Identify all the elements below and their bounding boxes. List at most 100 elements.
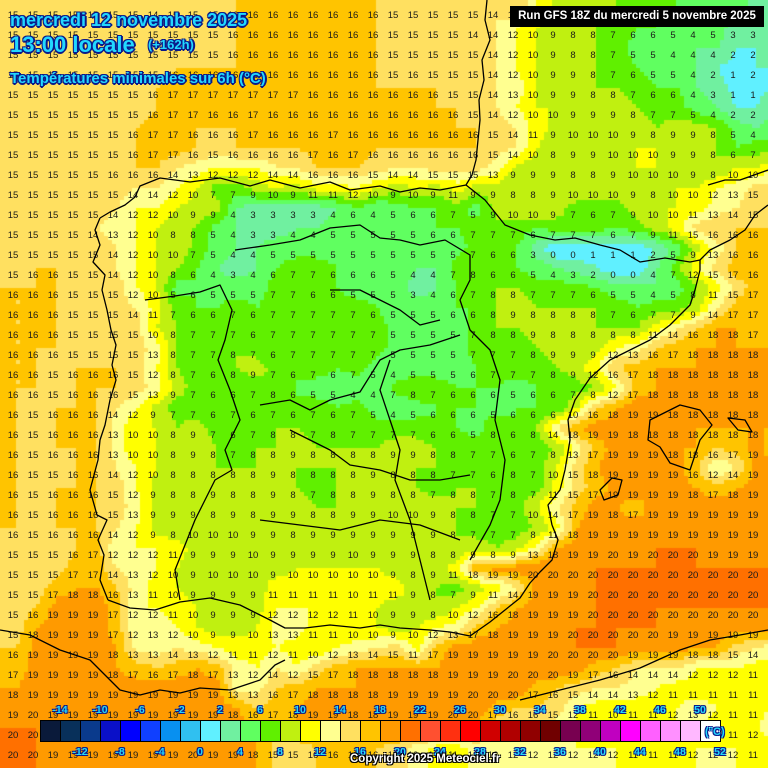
grid-value: 17 [247, 130, 259, 141]
grid-value: 19 [747, 550, 759, 561]
grid-value: 20 [627, 630, 639, 641]
grid-value: 7 [190, 330, 196, 341]
grid-value: 15 [87, 130, 99, 141]
grid-value: 5 [370, 410, 376, 421]
grid-value: 15 [47, 70, 59, 81]
grid-value: 17 [327, 670, 339, 681]
grid-value: 15 [27, 230, 39, 241]
grid-value: 12 [127, 490, 139, 501]
grid-value: 19 [87, 610, 99, 621]
grid-value: 14 [107, 270, 119, 281]
grid-value: 8 [410, 470, 416, 481]
grid-value: 7 [430, 390, 436, 401]
grid-value: 19 [587, 510, 599, 521]
grid-value: 20 [627, 590, 639, 601]
grid-value: 11 [648, 710, 658, 721]
grid-value: 15 [7, 610, 19, 621]
grid-value: 19 [87, 650, 99, 661]
grid-value: 15 [7, 150, 19, 161]
grid-value: 9 [610, 170, 616, 181]
grid-value: 16 [327, 110, 339, 121]
grid-value: 16 [7, 650, 19, 661]
grid-value: 12 [647, 690, 659, 701]
grid-value: 7 [310, 410, 316, 421]
grid-value: 8 [330, 490, 336, 501]
grid-value: 13 [467, 750, 479, 761]
grid-value: 17 [247, 90, 259, 101]
grid-value: 15 [87, 90, 99, 101]
grid-value: 7 [370, 430, 376, 441]
grid-value: 14 [487, 110, 499, 121]
grid-value: 17 [47, 590, 59, 601]
grid-value: 15 [367, 170, 379, 181]
grid-value: 19 [187, 710, 199, 721]
grid-value: 6 [470, 310, 476, 321]
grid-value: 19 [627, 490, 639, 501]
grid-value: 16 [367, 150, 379, 161]
grid-value: 16 [347, 110, 359, 121]
grid-value: 5 [390, 230, 396, 241]
grid-value: 11 [548, 490, 558, 501]
grid-value: 8 [250, 510, 256, 521]
grid-value: 13 [227, 690, 239, 701]
grid-value: 7 [190, 370, 196, 381]
grid-value: 20 [647, 610, 659, 621]
grid-value: 8 [610, 90, 616, 101]
grid-value: 8 [710, 130, 716, 141]
grid-value: 9 [230, 630, 236, 641]
grid-value: 15 [7, 190, 19, 201]
forecast-date: mercredi 12 novembre 2025 [10, 10, 248, 30]
grid-value: 18 [727, 490, 739, 501]
grid-value: 11 [348, 610, 358, 621]
grid-value: 13 [407, 750, 419, 761]
grid-value: 19 [447, 690, 459, 701]
grid-value: 16 [447, 130, 459, 141]
grid-value: 16 [267, 690, 279, 701]
grid-value: 9 [330, 530, 336, 541]
grid-value: 15 [387, 10, 399, 21]
grid-value: 16 [327, 70, 339, 81]
grid-value: 8 [630, 330, 636, 341]
grid-value: 19 [407, 690, 419, 701]
grid-value: 5 [390, 310, 396, 321]
grid-value: 6 [450, 410, 456, 421]
grid-value: 18 [747, 410, 759, 421]
grid-value: 15 [387, 70, 399, 81]
grid-value: 7 [270, 370, 276, 381]
grid-value: 7 [350, 430, 356, 441]
grid-value: 14 [487, 70, 499, 81]
grid-value: 19 [427, 710, 439, 721]
grid-value: 10 [147, 430, 159, 441]
grid-value: 9 [170, 390, 176, 401]
grid-value: 19 [567, 550, 579, 561]
grid-value: 7 [530, 370, 536, 381]
grid-value: 20 [467, 690, 479, 701]
grid-value: 20 [687, 550, 699, 561]
grid-value: 9 [430, 570, 436, 581]
grid-value: 8 [390, 470, 396, 481]
grid-value: 16 [7, 450, 19, 461]
grid-value: 11 [388, 590, 398, 601]
grid-value: 8 [550, 330, 556, 341]
grid-value: 15 [87, 110, 99, 121]
grid-value: 17 [207, 670, 219, 681]
grid-value: 5 [450, 330, 456, 341]
grid-value: 4 [250, 270, 256, 281]
grid-value: 9 [370, 530, 376, 541]
grid-value: 18 [487, 630, 499, 641]
grid-value: 16 [587, 410, 599, 421]
grid-value: 19 [47, 690, 59, 701]
grid-value: 11 [668, 750, 678, 761]
grid-value: 6 [510, 430, 516, 441]
grid-value: 8 [170, 230, 176, 241]
grid-value: 16 [307, 50, 319, 61]
grid-value: 18 [687, 650, 699, 661]
grid-value: 16 [387, 130, 399, 141]
grid-value: 5 [470, 430, 476, 441]
grid-value: 5 [390, 330, 396, 341]
grid-value: 16 [47, 430, 59, 441]
grid-value: 9 [190, 590, 196, 601]
grid-value: 7 [490, 530, 496, 541]
grid-value: 10 [547, 470, 559, 481]
grid-value: 19 [147, 690, 159, 701]
